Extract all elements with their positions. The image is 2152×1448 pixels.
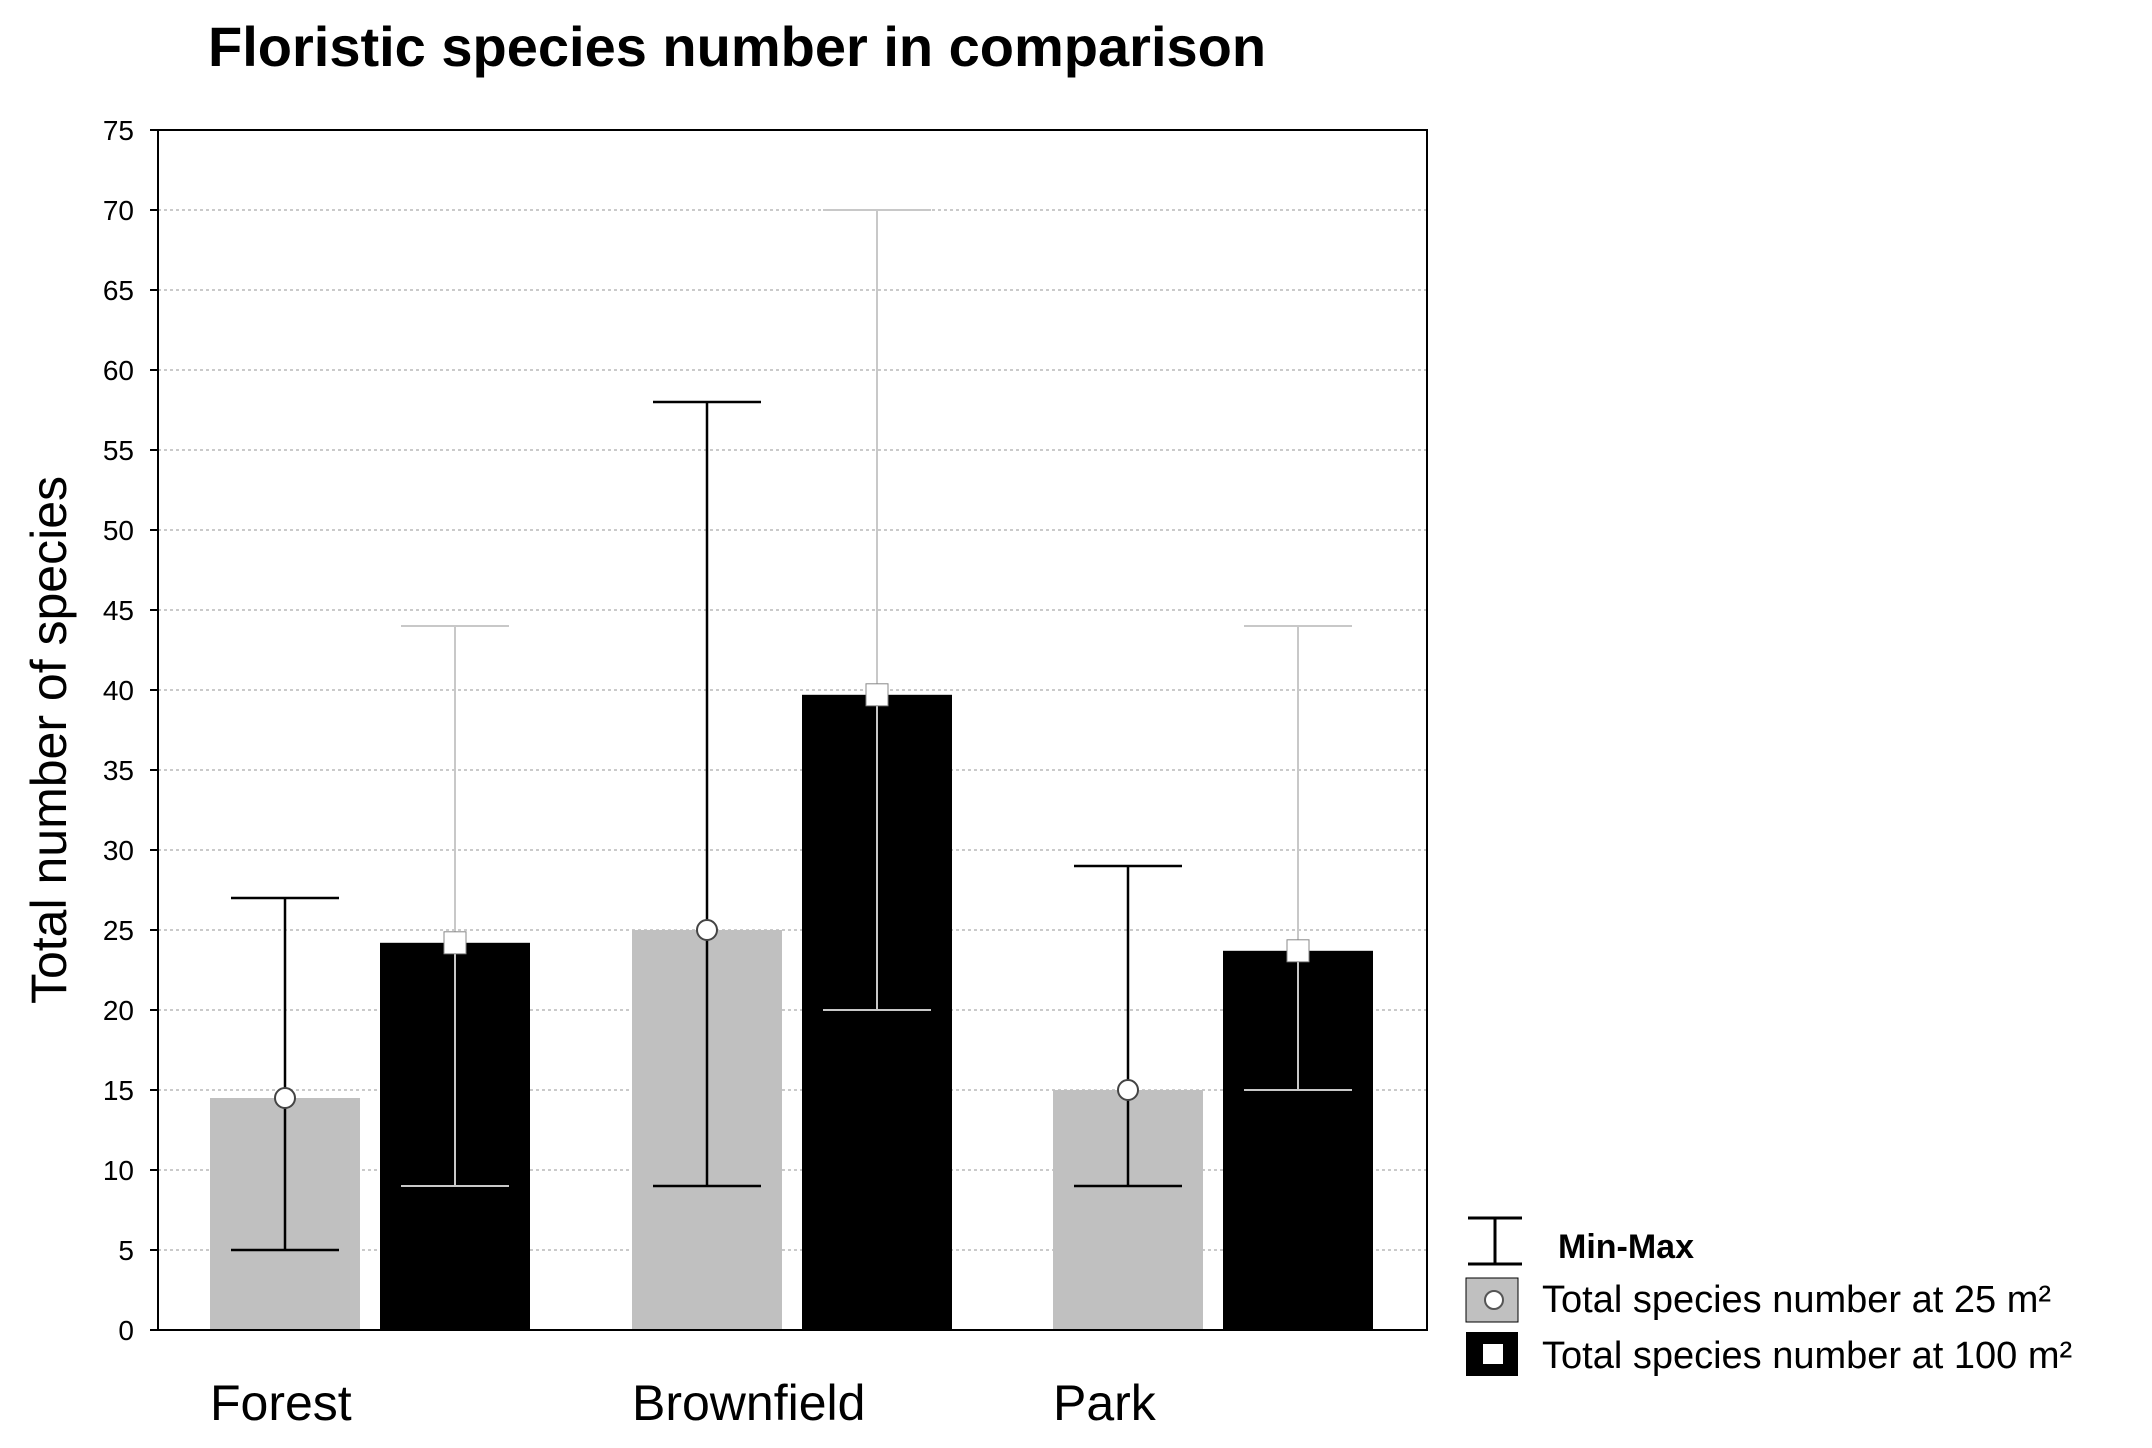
legend-series-25-label: Total species number at 25 m² <box>1542 1279 2051 1321</box>
mean-marker-circle <box>274 1087 296 1109</box>
mean-marker-circle <box>1117 1079 1139 1101</box>
markers <box>274 683 1310 1109</box>
y-tick-label: 10 <box>103 1155 134 1186</box>
y-tick-label: 50 <box>103 515 134 546</box>
y-tick-label: 55 <box>103 435 134 466</box>
category-label: Forest <box>210 1375 352 1431</box>
category-label: Park <box>1053 1375 1157 1431</box>
y-tick-label: 75 <box>103 115 134 146</box>
legend: Min-Max Total species number at 25 m² To… <box>1465 1216 2072 1377</box>
category-label: Brownfield <box>632 1375 865 1431</box>
y-tick-label: 25 <box>103 915 134 946</box>
mean-marker-circle <box>696 919 718 941</box>
y-tick-label: 60 <box>103 355 134 386</box>
y-tick-label: 30 <box>103 835 134 866</box>
legend-minmax-icon <box>1468 1216 1522 1266</box>
y-axis-ticks: 0 5 10 15 20 25 30 35 40 45 50 55 60 65 70 75 <box>103 115 158 1346</box>
gridlines <box>158 209 1427 1251</box>
category-labels: Forest Brownfield Park <box>210 1375 1157 1431</box>
y-tick-label: 65 <box>103 275 134 306</box>
mean-marker-square <box>1286 939 1310 963</box>
legend-series-100-label: Total species number at 100 m² <box>1542 1335 2072 1377</box>
mean-marker-square <box>865 683 889 707</box>
legend-swatch-100 <box>1466 1332 1518 1376</box>
bars <box>210 694 1373 1330</box>
legend-swatch-25 <box>1465 1277 1519 1323</box>
legend-minmax-label: Min-Max <box>1558 1228 1694 1266</box>
chart-title: Floristic species number in comparison <box>208 15 1266 78</box>
y-axis-label: Total number of species <box>21 476 77 1004</box>
y-tick-label: 70 <box>103 195 134 226</box>
y-tick-label: 40 <box>103 675 134 706</box>
mean-marker-square <box>443 931 467 955</box>
y-tick-label: 5 <box>118 1235 134 1266</box>
y-tick-label: 35 <box>103 755 134 786</box>
y-tick-label: 45 <box>103 595 134 626</box>
error-bars <box>231 209 1352 1252</box>
y-tick-label: 20 <box>103 995 134 1026</box>
y-tick-label: 15 <box>103 1075 134 1106</box>
plot-frame <box>157 129 1428 1331</box>
y-tick-label: 0 <box>118 1315 134 1346</box>
